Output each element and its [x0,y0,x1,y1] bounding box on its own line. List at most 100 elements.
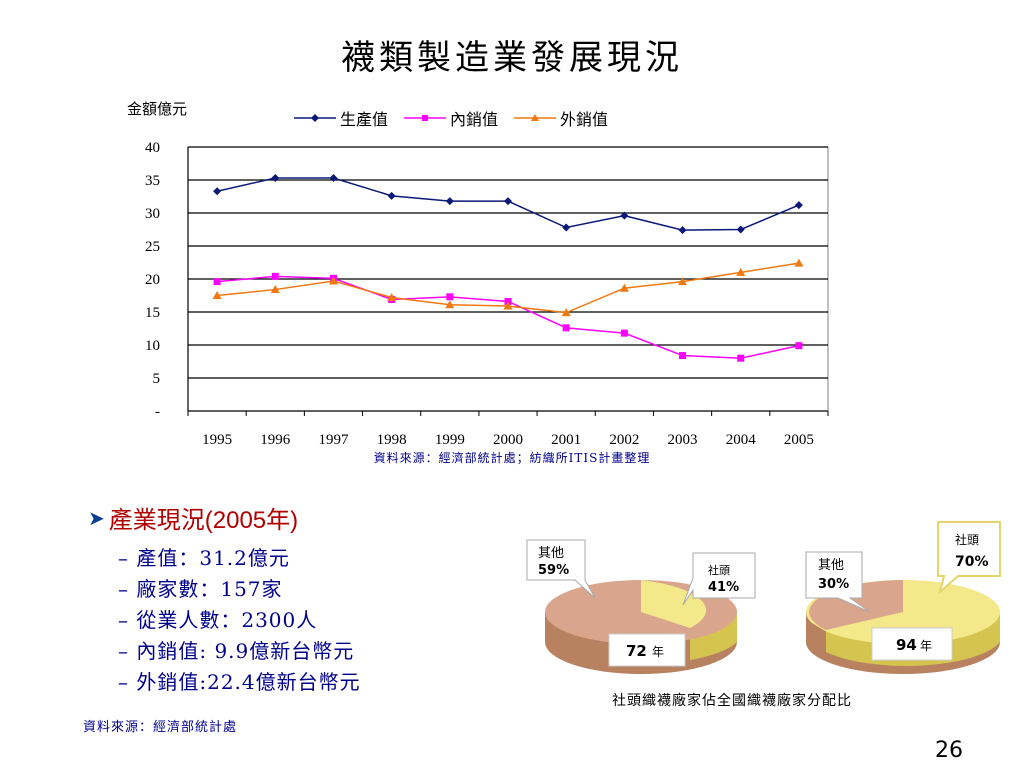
pie-2005-group: 其他 30% 社頭 70% 94 年 [805,521,1001,674]
pie1-year-box [608,633,686,667]
data-point-triangle [503,301,513,310]
pie2-pct-other: 30% [818,577,849,592]
x-tick-label: 2002 [609,432,639,448]
pie2-year: 94 [896,636,917,654]
data-point-diamond [329,174,338,183]
data-point-triangle [678,277,688,286]
status-item-export: – 外銷值:22.4億新台幣元 [118,670,361,694]
data-point-triangle [328,276,338,285]
data-point-diamond [562,223,571,232]
status-heading: ➤ 產業現況 (2005年) [88,500,298,535]
y-tick-label: 15 [145,305,160,321]
legend-line-triangle-icon [514,114,557,121]
data-point-triangle [561,308,571,317]
data-point-diamond [736,225,745,234]
x-tick-label: 1996 [260,432,291,448]
data-point-diamond [271,174,280,183]
y-tick-label: - [155,404,160,420]
data-point-square [504,297,512,305]
pie1-year-suffix: 年 [652,645,664,659]
pie2-year-box [871,627,953,661]
pie1-label-shetou: 社頭 [708,563,730,577]
legend-item-domestic: 內銷值 [404,106,498,130]
legend-label-production: 生產值 [340,110,389,129]
pie1-callout-other [526,539,596,599]
data-point-diamond [504,197,512,206]
data-point-diamond [620,211,629,220]
data-point-triangle [736,267,746,276]
x-tick-label: 2000 [493,432,523,448]
data-point-diamond [213,187,222,196]
x-tick-label: 2005 [784,432,814,448]
chart-source-note: 資料來源：經濟部統計處；紡織所ITIS計畫整理 [373,451,651,465]
x-tick-label: 2004 [726,432,757,448]
legend-line-square-icon [404,115,447,121]
x-tick-label: 2003 [668,432,698,448]
data-point-diamond [445,197,454,206]
slide-title: 襪類製造業發展現況 [341,38,683,78]
pie1-year: 72 [626,642,647,660]
pie2-callout-shetou [937,521,1001,595]
y-tick-label: 25 [145,239,160,255]
data-point-square [620,329,628,337]
status-item-output: – 產值：31.2億元 [118,546,290,570]
data-point-square [737,354,745,362]
data-point-diamond [678,226,687,235]
data-point-square [213,278,221,286]
data-point-square [679,352,687,360]
x-tick-label: 1995 [202,432,232,448]
pie1-slice-shetou [641,580,707,628]
y-tick-label: 5 [153,371,161,387]
pie2-edge [805,619,827,633]
x-tick-label: 2001 [551,432,581,448]
pie1-pct-other: 59% [538,563,569,578]
page-number: 26 [935,738,963,763]
data-point-triangle [270,285,280,294]
data-point-square [271,272,279,280]
y-tick-label: 35 [145,173,160,189]
arrow-bullet-icon: ➤ [88,505,105,530]
pie1-label-other: 其他 [538,546,564,561]
data-point-triangle [387,292,397,301]
legend-line-diamond-icon [294,114,336,122]
pie2-pct-shetou: 70% [955,554,989,570]
legend-item-export: 外銷值 [514,106,608,130]
pie-caption: 社頭織襪廠家佔全國織襪廠家分配比 [612,693,852,709]
data-point-square [562,324,570,332]
status-item-domestic: – 內銷值: 9.9億新台幣元 [118,639,355,663]
y-tick-label: 40 [145,140,160,156]
legend-label-domestic: 內銷值 [450,110,499,129]
data-point-square [795,342,803,350]
pie-1975-group: 其他 59% 社頭 41% 72 年 [526,539,756,674]
x-tick-label: 1997 [318,432,349,448]
status-list: – 產值：31.2億元 – 廠家數：157家 – 從業人數：2300人 – 內銷… [118,543,361,698]
line-chart: - 5 10 15 20 25 30 35 40 1995 1996 1997 1998 1999 2000… [145,140,829,448]
x-tick-label: 1998 [377,432,407,448]
status-heading-year: (2005年) [204,507,299,534]
legend-item-production: 生產值 [294,106,388,130]
chart-legend: 生產值 內銷值 外銷值 [294,106,608,130]
data-point-diamond [387,191,396,200]
pie2-callout-other [805,551,871,613]
y-tick-label: 10 [145,338,160,354]
data-point-diamond [794,201,803,210]
data-point-triangle [445,300,455,309]
data-point-triangle [794,258,804,267]
y-axis-label: 金額億元 [127,100,188,118]
pie1-pct-shetou: 41% [708,580,739,595]
pie1-callout-shetou [682,552,756,606]
y-tick-label: 30 [145,206,160,222]
data-point-triangle [619,283,629,292]
status-heading-text: 產業現況 [108,506,205,534]
status-item-factories: – 廠家數：157家 [118,577,283,601]
status-item-employees: – 從業人數：2300人 [118,608,318,632]
legend-label-export: 外銷值 [560,110,609,129]
pie2-label-shetou: 社頭 [955,532,979,547]
x-tick-label: 1999 [435,432,465,448]
data-point-triangle [212,291,222,299]
pie2-year-suffix: 年 [920,639,932,653]
status-source-note: 資料來源：經濟部統計處 [83,720,238,735]
y-tick-label: 20 [145,272,160,288]
data-point-square [446,293,454,301]
